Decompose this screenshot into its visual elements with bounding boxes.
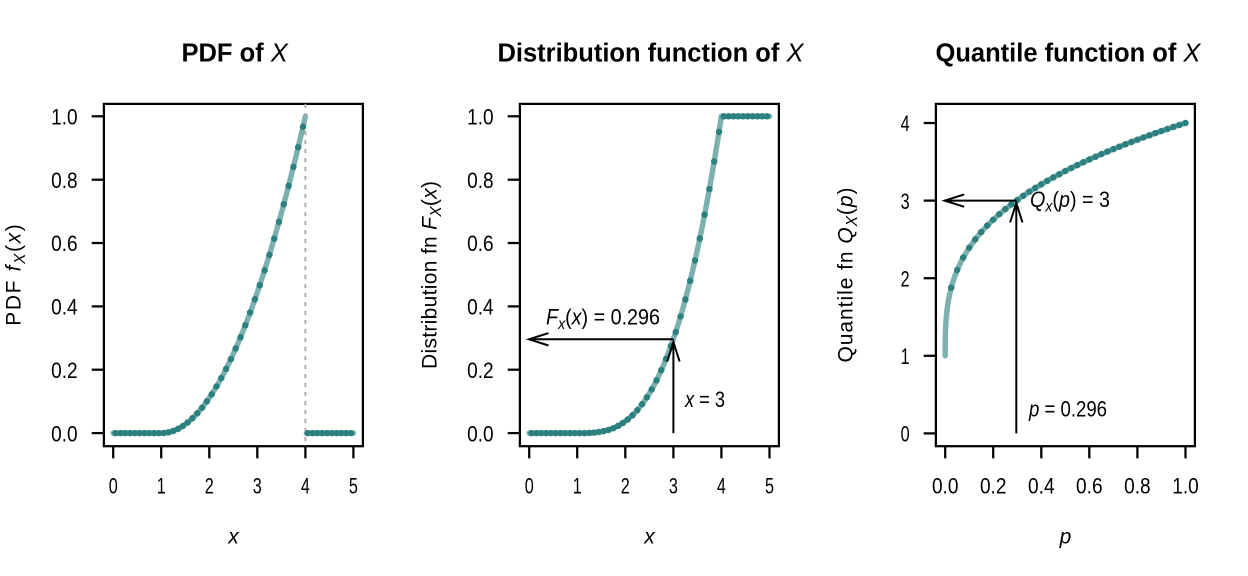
- svg-text:Quantile fn QX(p): Quantile fn QX(p): [835, 188, 862, 363]
- svg-text:0: 0: [525, 474, 534, 499]
- svg-text:p = 0.296: p = 0.296: [1028, 397, 1107, 422]
- svg-text:5: 5: [349, 474, 358, 499]
- svg-text:2: 2: [621, 474, 630, 499]
- svg-text:3: 3: [669, 474, 678, 499]
- svg-text:p: p: [1059, 526, 1072, 549]
- svg-text:0.2: 0.2: [980, 474, 1007, 499]
- svg-text:0.4: 0.4: [467, 295, 494, 320]
- svg-text:0.0: 0.0: [932, 474, 959, 499]
- svg-text:1: 1: [157, 474, 166, 499]
- svg-text:0.2: 0.2: [467, 358, 494, 383]
- svg-text:0.0: 0.0: [467, 421, 494, 446]
- svg-text:4: 4: [717, 474, 726, 499]
- svg-text:3: 3: [901, 189, 910, 214]
- svg-text:Quantile function of X: Quantile function of X: [936, 40, 1202, 68]
- svg-text:1: 1: [573, 474, 582, 499]
- svg-text:5: 5: [765, 474, 774, 499]
- svg-text:1: 1: [901, 344, 910, 369]
- svg-text:x = 3: x = 3: [684, 387, 725, 412]
- svg-text:x: x: [643, 526, 656, 549]
- svg-text:0: 0: [109, 474, 118, 499]
- svg-text:PDF of X: PDF of X: [182, 40, 289, 68]
- svg-text:2: 2: [205, 474, 214, 499]
- svg-text:0.6: 0.6: [467, 231, 494, 256]
- svg-text:3: 3: [253, 474, 262, 499]
- svg-text:Distribution function of X: Distribution function of X: [498, 40, 805, 68]
- svg-text:1.0: 1.0: [1172, 474, 1199, 499]
- svg-text:0.0: 0.0: [51, 421, 78, 446]
- svg-text:0.4: 0.4: [51, 295, 78, 320]
- svg-text:1.0: 1.0: [51, 105, 78, 130]
- svg-text:0.8: 0.8: [51, 168, 78, 193]
- svg-text:0.2: 0.2: [51, 358, 78, 383]
- svg-text:0.8: 0.8: [467, 168, 494, 193]
- svg-text:4: 4: [301, 474, 310, 499]
- svg-text:0.6: 0.6: [51, 231, 78, 256]
- svg-text:0.6: 0.6: [1076, 474, 1103, 499]
- svg-text:Qx(p) = 3: Qx(p) = 3: [1030, 187, 1110, 216]
- svg-text:2: 2: [901, 266, 910, 291]
- svg-text:0.8: 0.8: [1124, 474, 1151, 499]
- svg-text:0.4: 0.4: [1028, 474, 1055, 499]
- svg-text:0: 0: [901, 422, 910, 447]
- svg-text:4: 4: [901, 111, 910, 136]
- svg-text:x: x: [227, 526, 240, 549]
- svg-text:PDF fX(x): PDF fX(x): [3, 224, 30, 326]
- svg-text:Fx(x) = 0.296: Fx(x) = 0.296: [546, 305, 660, 334]
- svg-text:1.0: 1.0: [467, 105, 494, 130]
